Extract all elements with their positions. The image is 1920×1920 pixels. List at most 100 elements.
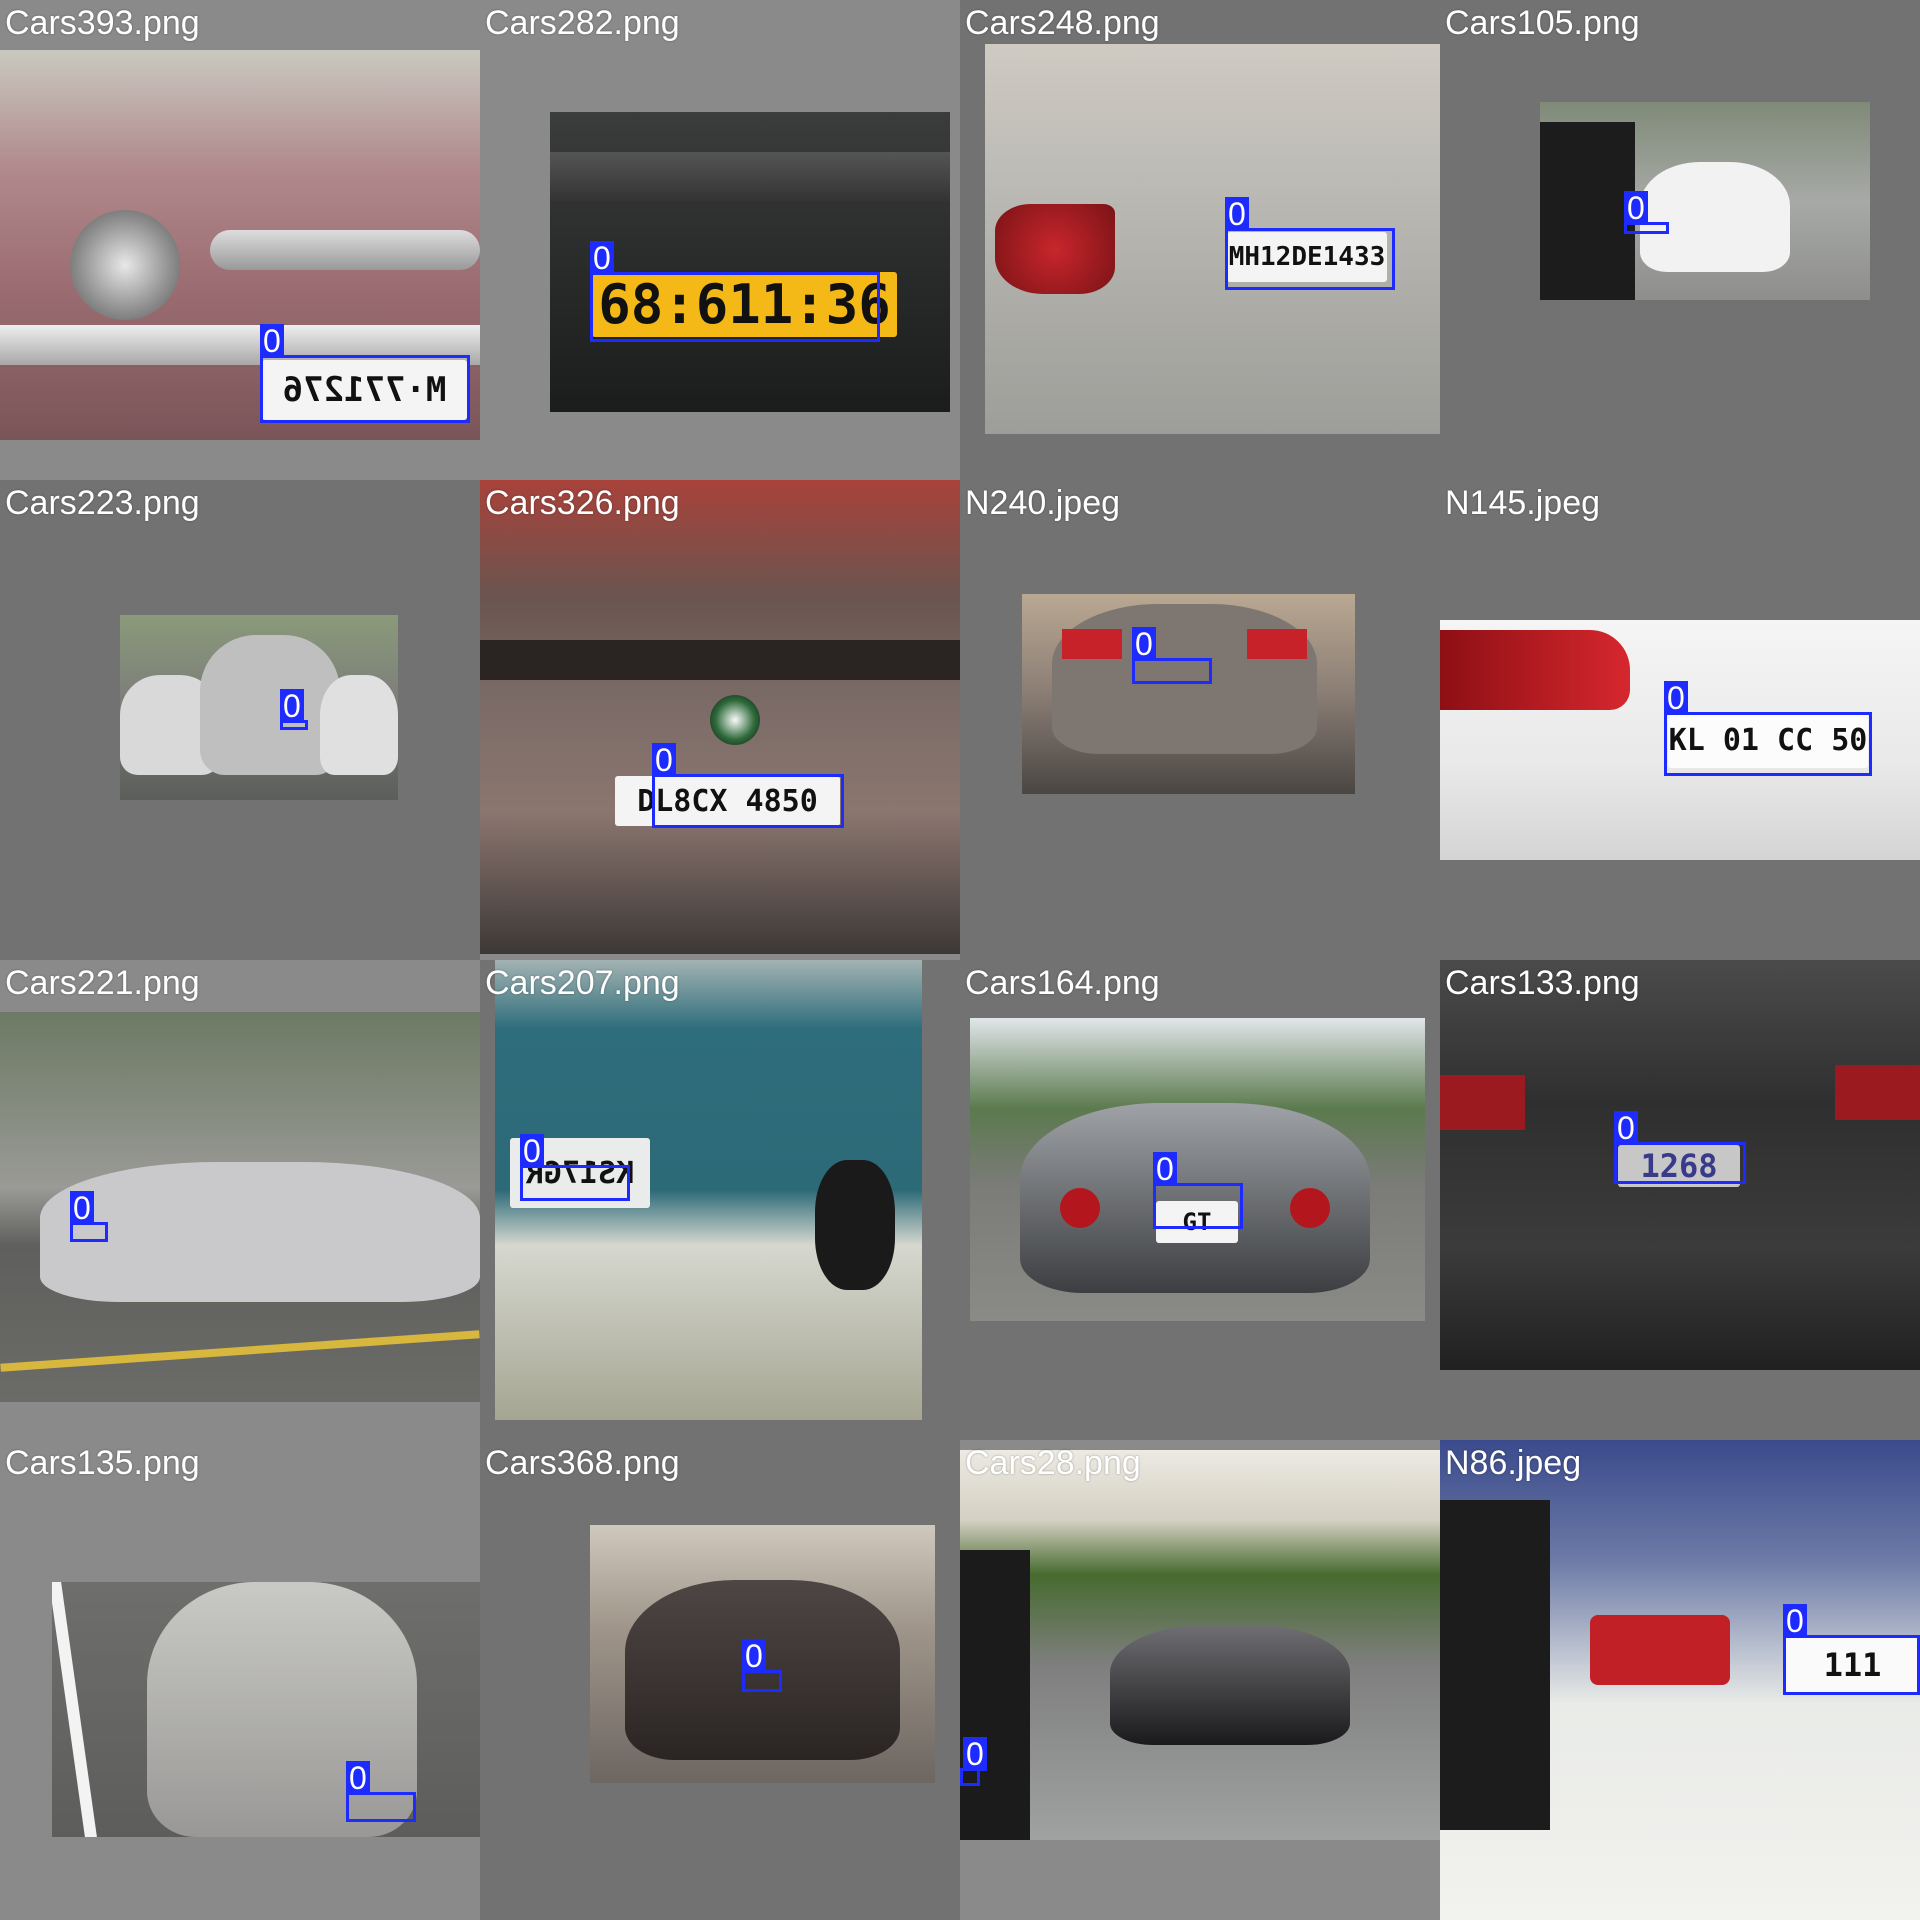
tile-cars221[interactable]: 0 Cars221.png <box>0 960 480 1440</box>
taillight-shape <box>995 204 1115 294</box>
car-photo: GT <box>970 1018 1425 1321</box>
car-photo: M·771276 <box>0 50 480 440</box>
file-name: Cars282.png <box>485 4 680 42</box>
file-name: N240.jpeg <box>965 484 1121 522</box>
tile-n145[interactable]: KL 01 CC 50 0 N145.jpeg <box>1440 480 1920 960</box>
headlight-shape <box>70 210 180 320</box>
file-name: Cars135.png <box>5 1444 200 1482</box>
tile-n240[interactable]: 0 N240.jpeg <box>960 480 1440 960</box>
bounding-box: 0 <box>346 1761 416 1822</box>
cartoon-photo: KS17GR <box>495 960 922 1420</box>
bounding-box: 0 <box>652 743 844 828</box>
car-photo: 111 <box>1440 1440 1920 1920</box>
car-photo <box>960 1450 1440 1840</box>
class-label: 0 <box>963 1737 987 1771</box>
car-photo <box>1022 594 1355 794</box>
bounding-box: 0 <box>1624 191 1669 234</box>
tile-cars282[interactable]: 68:611:36 0 Cars282.png <box>480 0 960 480</box>
taillight-shape <box>1062 629 1122 659</box>
car-shape <box>1640 162 1790 272</box>
bounding-box: 0 <box>70 1191 108 1242</box>
file-name: Cars207.png <box>485 964 680 1002</box>
tile-cars326[interactable]: DL8CX 4850 0 Cars326.png <box>480 480 960 960</box>
bounding-box: 0 <box>590 241 880 342</box>
car-photo: KL 01 CC 50 <box>1440 620 1920 860</box>
tile-cars393[interactable]: M·771276 0 Cars393.png <box>0 0 480 480</box>
tile-cars133[interactable]: 1268 0 Cars133.png <box>1440 960 1920 1440</box>
file-name: Cars105.png <box>1445 4 1640 42</box>
tile-cars28[interactable]: 0 Cars28.png <box>960 1440 1440 1920</box>
class-label: 0 <box>1783 1604 1807 1638</box>
taillight-shape <box>1060 1188 1100 1228</box>
car-photo <box>52 1582 480 1837</box>
car-photo <box>1540 102 1870 300</box>
tile-cars105[interactable]: 0 Cars105.png <box>1440 0 1920 480</box>
license-plate: MH12DE1433 <box>1227 232 1387 282</box>
file-name: N86.jpeg <box>1445 1444 1582 1482</box>
class-label: 0 <box>1664 681 1688 715</box>
license-plate: KL 01 CC 50 <box>1668 712 1868 768</box>
taillight-shape <box>1290 1188 1330 1228</box>
file-name: N145.jpeg <box>1445 484 1601 522</box>
file-name: Cars368.png <box>485 1444 680 1482</box>
trunk-shape <box>550 152 950 202</box>
file-name: Cars164.png <box>965 964 1160 1002</box>
tile-cars164[interactable]: GT 0 Cars164.png <box>960 960 1440 1440</box>
file-name: Cars133.png <box>1445 964 1640 1002</box>
bounding-box: 0 <box>520 1134 630 1201</box>
taillight-shape <box>1590 1615 1730 1685</box>
file-name: Cars248.png <box>965 4 1160 42</box>
car-shape <box>320 675 398 775</box>
bounding-box: 0 <box>1132 627 1212 684</box>
road-line-shape <box>0 1330 480 1372</box>
bounding-box: 0 <box>1783 1604 1920 1695</box>
file-name: Cars326.png <box>485 484 680 522</box>
logo-shape <box>710 695 760 745</box>
file-name: Cars393.png <box>5 4 200 42</box>
person-shape <box>1540 122 1635 300</box>
class-label: 0 <box>70 1191 94 1225</box>
taillight-shape <box>1440 630 1630 710</box>
class-label: 0 <box>742 1639 766 1673</box>
file-name: Cars221.png <box>5 964 200 1002</box>
class-label: 0 <box>1153 1152 1177 1186</box>
tile-cars135[interactable]: 0 Cars135.png <box>0 1440 480 1920</box>
file-name: Cars28.png <box>965 1444 1141 1482</box>
taillight-shape <box>1440 1075 1525 1130</box>
grille-shape <box>210 230 480 270</box>
file-name: Cars223.png <box>5 484 200 522</box>
bounding-box: 0 <box>960 1737 987 1786</box>
car-photo: DL8CX 4850 <box>480 480 960 954</box>
bounding-box: 0 <box>1664 681 1872 776</box>
tile-n86[interactable]: 111 0 N86.jpeg <box>1440 1440 1920 1920</box>
car-shape <box>40 1162 480 1302</box>
tile-cars223[interactable]: 0 Cars223.png <box>0 480 480 960</box>
road-line-shape <box>52 1582 97 1837</box>
car-shape <box>1440 1500 1550 1830</box>
license-plate: 1268 <box>1618 1145 1740 1187</box>
bounding-box: 0 <box>260 324 470 423</box>
bounding-box: 0 <box>1614 1111 1746 1184</box>
bounding-box: 0 <box>742 1639 782 1692</box>
taillight-shape <box>1247 629 1307 659</box>
car-photo: 1268 <box>1440 960 1920 1370</box>
car-shape <box>1110 1625 1350 1745</box>
license-plate: 111 <box>1785 1637 1920 1692</box>
class-label: 0 <box>520 1134 544 1168</box>
car-shape <box>200 635 340 775</box>
car-photo: MH12DE1433 <box>985 44 1440 434</box>
bounding-box: 0 <box>280 689 308 730</box>
class-label: 0 <box>346 1761 370 1795</box>
class-label: 0 <box>1132 627 1156 661</box>
class-label: 0 <box>590 241 614 275</box>
tile-cars248[interactable]: MH12DE1433 0 Cars248.png <box>960 0 1440 480</box>
license-plate: GT <box>1156 1201 1238 1243</box>
car-photo <box>120 615 398 800</box>
tire-shape <box>815 1160 895 1290</box>
tile-cars207[interactable]: KS17GR 0 Cars207.png <box>480 960 960 1440</box>
class-label: 0 <box>1614 1111 1638 1145</box>
window-edge-shape <box>480 640 960 680</box>
license-plate: 68:611:36 <box>592 272 897 337</box>
tile-cars368[interactable]: 0 Cars368.png <box>480 1440 960 1920</box>
